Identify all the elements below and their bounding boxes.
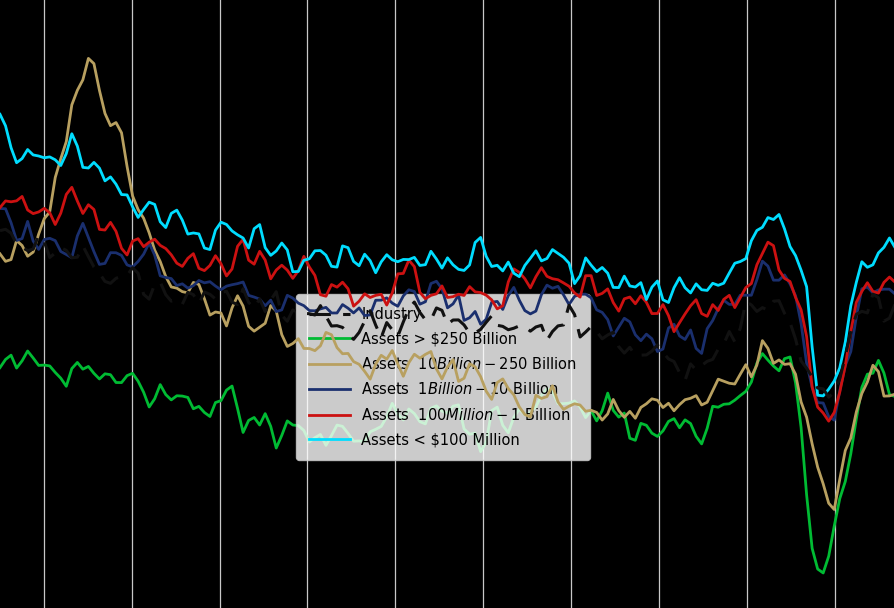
Assets < $100 Million bbox=[762, 214, 772, 221]
Industry bbox=[822, 393, 833, 401]
Assets  $100 Million - $1 Billion bbox=[652, 310, 662, 317]
Assets > $250 Billion bbox=[833, 495, 844, 502]
Assets  $10 Billion - $250 Billion bbox=[249, 328, 259, 335]
Assets < $100 Million bbox=[696, 286, 706, 294]
Assets  $100 Million - $1 Billion bbox=[66, 184, 77, 191]
Assets  $1 Billion - $10 Billion bbox=[645, 335, 656, 342]
Assets  $100 Million - $1 Billion bbox=[249, 261, 259, 268]
Industry bbox=[767, 297, 778, 305]
Legend: Industry, Assets > $250 Billion, Assets  $10 Billion - $250 Billion, Assets  $1 : Industry, Assets > $250 Billion, Assets … bbox=[295, 294, 590, 460]
Assets < $100 Million bbox=[828, 378, 839, 385]
Industry bbox=[652, 341, 662, 348]
Assets > $250 Billion bbox=[22, 347, 33, 354]
Assets  $1 Billion - $10 Billion bbox=[243, 292, 254, 299]
Assets  $1 Billion - $10 Billion bbox=[0, 205, 5, 212]
Assets  $100 Million - $1 Billion bbox=[767, 242, 778, 249]
Assets  $10 Billion - $250 Billion bbox=[833, 475, 844, 483]
Line: Assets < $100 Million: Assets < $100 Million bbox=[0, 114, 894, 396]
Assets > $250 Billion bbox=[767, 362, 778, 370]
Line: Assets > $250 Billion: Assets > $250 Billion bbox=[0, 351, 894, 573]
Assets > $250 Billion bbox=[817, 569, 828, 576]
Assets > $250 Billion bbox=[652, 433, 662, 440]
Assets  $1 Billion - $10 Billion bbox=[889, 291, 894, 298]
Assets  $10 Billion - $250 Billion bbox=[828, 506, 839, 513]
Assets  $100 Million - $1 Billion bbox=[889, 278, 894, 286]
Assets  $10 Billion - $250 Billion bbox=[652, 396, 662, 404]
Assets  $1 Billion - $10 Billion bbox=[828, 416, 839, 424]
Assets < $100 Million bbox=[0, 111, 5, 118]
Assets > $250 Billion bbox=[701, 424, 712, 432]
Assets  $100 Million - $1 Billion bbox=[0, 204, 5, 211]
Line: Assets  $1 Billion - $10 Billion: Assets $1 Billion - $10 Billion bbox=[0, 209, 894, 420]
Assets  $10 Billion - $250 Billion bbox=[701, 399, 712, 406]
Assets < $100 Million bbox=[645, 283, 656, 291]
Industry bbox=[0, 227, 5, 234]
Assets > $250 Billion bbox=[0, 364, 5, 371]
Assets > $250 Billion bbox=[889, 393, 894, 400]
Industry bbox=[403, 305, 414, 313]
Assets < $100 Million bbox=[817, 392, 828, 399]
Assets  $100 Million - $1 Billion bbox=[403, 257, 414, 264]
Assets > $250 Billion bbox=[249, 414, 259, 421]
Assets  $1 Billion - $10 Billion bbox=[883, 286, 894, 293]
Industry bbox=[249, 305, 259, 312]
Industry bbox=[0, 226, 11, 233]
Industry bbox=[889, 300, 894, 308]
Industry bbox=[833, 375, 844, 382]
Assets  $100 Million - $1 Billion bbox=[701, 313, 712, 320]
Assets > $250 Billion bbox=[403, 406, 414, 413]
Assets  $10 Billion - $250 Billion bbox=[0, 250, 5, 257]
Assets < $100 Million bbox=[883, 234, 894, 241]
Assets  $100 Million - $1 Billion bbox=[822, 418, 833, 425]
Industry bbox=[701, 358, 712, 365]
Assets  $100 Million - $1 Billion bbox=[833, 389, 844, 396]
Line: Assets  $100 Million - $1 Billion: Assets $100 Million - $1 Billion bbox=[0, 187, 894, 421]
Assets < $100 Million bbox=[889, 244, 894, 251]
Assets < $100 Million bbox=[243, 244, 254, 252]
Assets  $1 Billion - $10 Billion bbox=[696, 350, 706, 357]
Assets  $10 Billion - $250 Billion bbox=[889, 390, 894, 398]
Assets  $10 Billion - $250 Billion bbox=[403, 359, 414, 367]
Assets  $1 Billion - $10 Billion bbox=[822, 413, 833, 420]
Assets  $10 Billion - $250 Billion bbox=[83, 55, 94, 62]
Line: Assets  $10 Billion - $250 Billion: Assets $10 Billion - $250 Billion bbox=[0, 58, 894, 510]
Assets  $1 Billion - $10 Billion bbox=[762, 263, 772, 270]
Line: Industry: Industry bbox=[0, 229, 894, 397]
Assets  $10 Billion - $250 Billion bbox=[767, 360, 778, 367]
